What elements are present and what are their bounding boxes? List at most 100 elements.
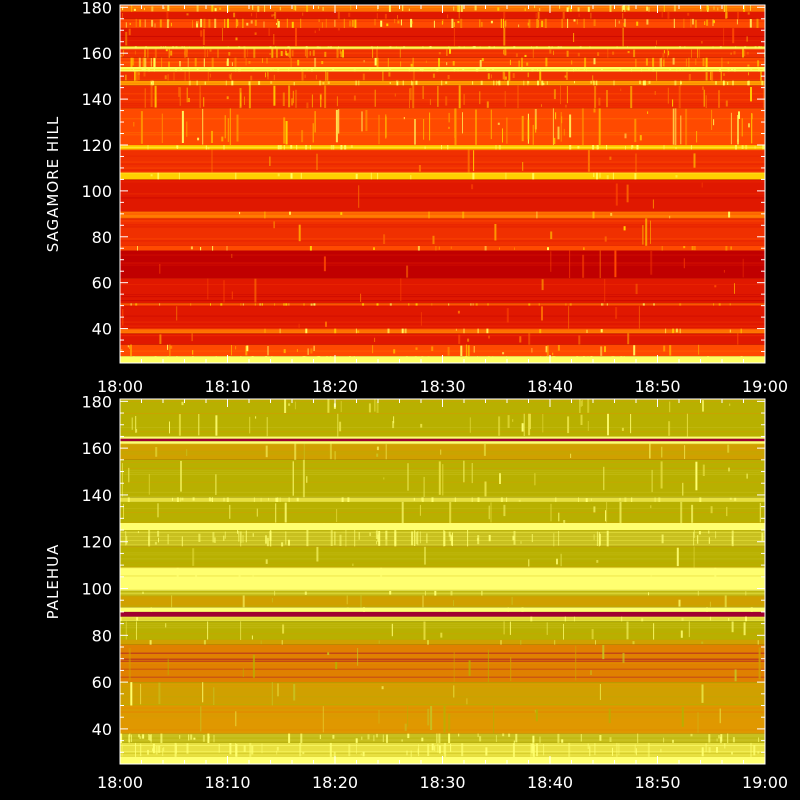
spectrum-streak [120,105,765,107]
spectrum-speckle [587,356,589,360]
spectrum-speckle [120,54,123,58]
spectrum-speckle [479,19,481,28]
spectrum-speckle [486,101,489,108]
spectrum-speckle [427,708,430,726]
spectrum-speckle [453,652,455,682]
spectrum-speckle [631,497,633,502]
spectrum-band [120,441,765,444]
spectrum-speckle [728,757,730,764]
spectrum-speckle [434,358,436,363]
spectrum-speckle [144,57,147,67]
spectrum-speckle [169,344,171,357]
spectrum-speckle [160,46,162,49]
spectrum-speckle [223,535,225,541]
spectrum-speckle [411,21,413,24]
spectrum-speckle [276,746,279,751]
spectrum-speckle [385,444,387,460]
spectrum-speckle [566,359,568,363]
spectrum-speckle [631,145,633,150]
spectrum-speckle [438,58,440,67]
spectrum-speckle [186,449,188,456]
spectrum-speckle [335,109,338,143]
spectrum-speckle [203,97,205,107]
spectrum-streak [120,427,765,429]
spectrum-speckle [239,67,241,72]
spectrum-speckle [481,58,484,62]
spectrum-speckle [751,113,753,120]
spectrum-speckle [561,739,564,743]
spectrum-streak [120,303,765,305]
spectrum-band [120,413,765,437]
x-tick-label: 18:30 [419,377,465,396]
spectrum-speckle [353,356,355,363]
spectrum-speckle [142,57,145,67]
spectrum-speckle [569,114,572,138]
spectrum-speckle [358,185,360,208]
spectrum-speckle [532,735,535,743]
spectrum-speckle [691,68,693,71]
spectrum-speckle [699,758,702,762]
spectrum-speckle [498,145,501,150]
spectrum-speckle [254,19,257,26]
spectrum-speckle [288,67,290,72]
spectrum-speckle [603,466,605,491]
spectrum-speckle [750,356,752,363]
spectrum-speckle [419,69,422,72]
spectrum-speckle [621,616,623,622]
spectrum-speckle [226,96,229,100]
spectrum-speckle [561,116,563,124]
spectrum-speckle [718,90,720,108]
spectrum-speckle [412,81,414,86]
spectrum-speckle [275,503,277,523]
spectrum-speckle [150,80,153,86]
spectrum-speckle [507,607,509,612]
spectrum-speckle [235,744,238,757]
spectrum-speckle [267,523,269,530]
spectrum-speckle [141,68,144,72]
spectrum-speckle [638,305,640,329]
spectrum-speckle [288,733,291,743]
spectrum-speckle [725,12,728,19]
spectrum-speckle [321,22,323,28]
spectrum-speckle [513,530,516,545]
spectrum-speckle [565,303,567,306]
spectrum-speckle [724,595,727,608]
spectrum-speckle [449,501,452,523]
spectrum-speckle [466,698,468,705]
spectrum-speckle [659,58,662,67]
spectrum-speckle [422,85,424,99]
spectrogram-image [120,399,765,764]
spectrum-speckle [322,6,324,11]
spectrum-speckle [593,19,596,27]
spectrum-speckle [140,743,142,757]
spectrum-speckle [313,303,316,306]
spectrum-speckle [203,18,206,28]
y-tick-label: 40 [92,720,112,739]
spectrum-speckle [496,80,498,86]
spectrum-speckle [251,635,253,640]
spectrum-speckle [333,751,336,757]
spectrum-speckle [713,303,715,306]
spectrum-speckle [449,534,452,541]
spectrum-speckle [458,5,460,12]
spectrum-speckle [681,617,684,621]
spectrum-speckle [131,417,133,430]
spectrum-speckle [460,18,463,28]
spectrum-speckle [486,68,489,72]
spectrum-speckle [679,46,681,49]
spectrum-speckle [264,5,266,12]
spectrum-speckle [757,640,759,645]
spectrum-speckle [268,497,269,501]
spectrum-speckle [513,46,516,49]
spectrum-speckle [292,757,294,764]
spectrum-speckle [656,40,657,45]
spectrum-speckle [357,330,360,333]
spectrum-speckle [523,413,525,436]
spectrum-speckle [155,745,158,755]
spectrum-speckle [587,150,590,172]
spectrum-speckle [565,71,568,80]
spectrum-speckle [707,356,709,363]
spectrum-speckle [512,743,515,757]
spectrum-speckle [593,172,595,178]
spectrum-speckle [494,224,497,241]
